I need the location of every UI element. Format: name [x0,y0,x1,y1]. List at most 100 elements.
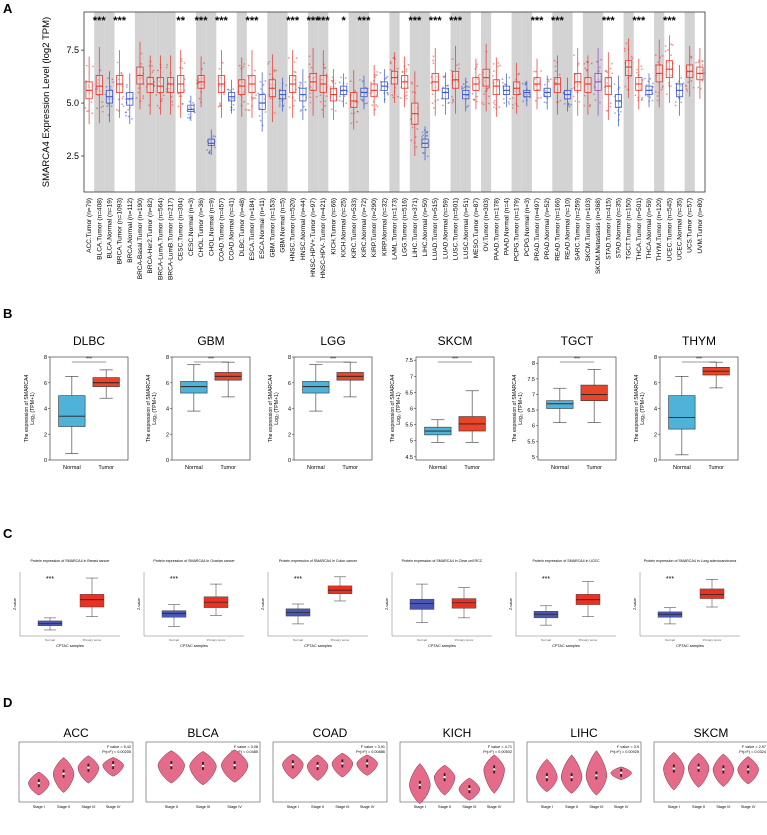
panel-d-axes-frame [526,741,642,803]
panel-a-jitter-point [499,64,501,67]
panel-a-jitter-point [657,61,660,64]
panel-a-jitter-point [360,98,362,101]
panel-a-jitter-point [416,128,419,130]
panel-d-f-value: F value = 2.97 [742,745,766,749]
panel-a-jitter-point [309,92,311,95]
panel-c-x-tick-label: Primary tumor [703,638,722,642]
panel-b-title: TGCT [561,334,594,348]
panel-c-title: Protein expression of SMARCA4 in Lung ad… [644,559,737,563]
panel-c-significance: *** [46,576,54,583]
panel-a-jitter-point [212,135,215,138]
panel-a-jitter-point [583,62,586,65]
panel-a-jitter-point [264,79,267,82]
panel-a-jitter-point [96,87,99,89]
panel-b-y-tick-label: 6 [410,407,413,413]
panel-b-y-axis-label: Log₂ (TPM+1) [152,392,158,425]
panel-d-title: SKCM [694,726,729,740]
panel-a-jitter-point [183,62,186,64]
panel-a-box [523,89,531,98]
panel-a-jitter-point [501,78,504,81]
panel-a-jitter-point [588,105,591,108]
panel-a-jitter-point [96,82,99,85]
panel-a-jitter-point [609,102,612,105]
panel-a-jitter-point [492,106,495,109]
panel-a-box [492,79,500,95]
panel-a-jitter-point [162,94,165,97]
panel-a-box [95,75,103,95]
panel-b-y-axis-label: Log₂ (TPM+1) [396,392,402,425]
panel-d-median [619,771,623,775]
panel-a-jitter-point [263,98,266,101]
panel-a-jitter-point [465,106,468,109]
panel-b-y-tick-label: 0 [166,458,169,464]
panel-b-y-tick-label: 0 [654,458,657,464]
panel-a-x-tick-label: UCS.Tumor (n=57) [687,198,694,253]
panel-a-jitter-point [299,84,302,87]
panel-a-jitter-point [446,88,449,91]
panel-a-jitter-point [308,76,310,78]
panel-a-box [625,60,633,76]
panel-a-x-tick-label: LGG.Tumor (n=516) [402,198,409,256]
panel-a-jitter-point [660,88,663,91]
panel-a-jitter-point [374,108,376,111]
panel-b-x-tick-label: Normal [185,465,203,471]
panel-a-x-tick-label: BRCA-LumB.Tumor (n=217) [168,198,175,280]
panel-a-jitter-point [366,102,368,105]
panel-a-jitter-point [641,68,643,70]
panel-c-box [699,588,725,599]
panel-a-jitter-point [255,94,257,97]
panel-a-jitter-point [156,69,159,72]
panel-d-f-value: F value = 3.9 [617,745,639,749]
panel-a-x-tick-label: GBM.Normal (n=5) [280,198,287,253]
panel-a-box [553,77,561,93]
panel-a-jitter-point [554,65,557,68]
panel-a-jitter-point [669,74,672,77]
panel-c-y-axis-label: Z-value [633,598,637,610]
panel-c-box [451,598,477,609]
panel-d-x-tick-label: Stage I [541,805,553,809]
panel-a-jitter-point [308,63,311,66]
panel-a-jitter-point [465,94,468,97]
panel-b-box [580,384,608,401]
panel-a-jitter-point [141,77,143,80]
panel-a-jitter-point [189,106,191,109]
panel-d-median [418,783,422,787]
panel-b-x-tick-label: Normal [307,465,325,471]
panel-a-x-tick-label: PRAD.Tumor (n=497) [534,198,541,261]
panel-a-y-tick-label: 5.0 [66,98,79,108]
panel-a-x-tick-label: READ.Tumor (n=166) [554,198,561,261]
panel-a-jitter-point [121,97,124,100]
panel-a-jitter-point [593,93,595,96]
panel-c-box [79,594,105,608]
panel-b-y-tick-label: 7 [532,392,535,398]
panel-a-jitter-point [492,74,494,77]
panel-a-jitter-point [140,52,143,55]
panel-a-jitter-point [554,81,557,84]
panel-a-jitter-point [452,98,454,101]
panel-a-jitter-point [356,110,359,113]
panel-d-median [365,762,369,765]
panel-a-jitter-point [389,68,392,71]
panel-a-jitter-point [488,95,490,98]
panel-d-median [722,768,725,771]
panel-a-significance: *** [531,15,545,27]
panel-a-jitter-point [630,55,633,58]
panel-a-jitter-point [152,69,155,72]
panel-a-jitter-point [214,146,216,149]
panel-a-jitter-point [208,151,211,154]
panel-a-jitter-point [178,95,181,98]
panel-a-x-tick-label: BLCA.Normal (n=19) [106,198,113,259]
panel-b-x-tick-label: Normal [673,465,691,471]
panel-a-jitter-point [451,101,454,104]
panel-a-jitter-point [594,99,597,102]
panel-b-y-tick-label: 7.5 [405,358,413,364]
panel-a-jitter-point [590,62,593,65]
panel-a-shade-band [684,12,695,192]
panel-a-significance: *** [286,15,300,27]
panel-a-jitter-point [309,96,312,99]
panel-a-x-tick-label: PRAD.Normal (n=52) [544,198,551,260]
panel-a-jitter-point [115,108,118,111]
panel-a-jitter-point [481,101,484,104]
panel-b-x-tick-label: Normal [429,465,447,471]
panel-a-jitter-point [623,47,626,50]
